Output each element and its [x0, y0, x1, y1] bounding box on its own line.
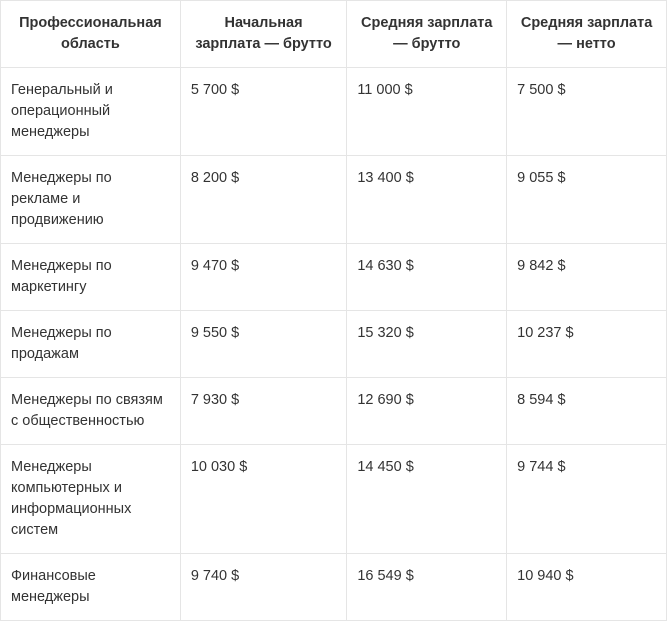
cell-start-gross: 8 200 $ [180, 156, 347, 244]
cell-avg-gross: 14 630 $ [347, 244, 507, 311]
table-row: Менеджеры по продажам 9 550 $ 15 320 $ 1… [1, 311, 667, 378]
table-header: Профессиональная область Начальная зарпл… [1, 1, 667, 68]
cell-avg-gross: 14 450 $ [347, 445, 507, 554]
cell-field: Генеральный и операционный менеджеры [1, 68, 181, 156]
cell-avg-gross: 15 320 $ [347, 311, 507, 378]
cell-field: Менеджеры компьютерных и информационных … [1, 445, 181, 554]
cell-avg-net: 9 055 $ [507, 156, 667, 244]
table-row: Менеджеры по связям с общественностью 7 … [1, 378, 667, 445]
cell-avg-gross: 12 690 $ [347, 378, 507, 445]
col-header-avg-gross: Средняя зарплата — брутто [347, 1, 507, 68]
cell-avg-gross: 16 549 $ [347, 554, 507, 621]
table-row: Генеральный и операционный менеджеры 5 7… [1, 68, 667, 156]
table-header-row: Профессиональная область Начальная зарпл… [1, 1, 667, 68]
table-row: Менеджеры компьютерных и информационных … [1, 445, 667, 554]
cell-field: Менеджеры по связям с общественностью [1, 378, 181, 445]
cell-avg-net: 7 500 $ [507, 68, 667, 156]
cell-start-gross: 10 030 $ [180, 445, 347, 554]
cell-avg-net: 10 237 $ [507, 311, 667, 378]
col-header-avg-net: Средняя зарплата — нетто [507, 1, 667, 68]
salary-table-container: Профессиональная область Начальная зарпл… [0, 0, 667, 621]
cell-avg-net: 9 842 $ [507, 244, 667, 311]
cell-avg-net: 9 744 $ [507, 445, 667, 554]
cell-start-gross: 5 700 $ [180, 68, 347, 156]
cell-field: Менеджеры по продажам [1, 311, 181, 378]
salary-table: Профессиональная область Начальная зарпл… [0, 0, 667, 621]
table-row: Менеджеры по маркетингу 9 470 $ 14 630 $… [1, 244, 667, 311]
cell-start-gross: 9 740 $ [180, 554, 347, 621]
cell-field: Менеджеры по рекламе и продвижению [1, 156, 181, 244]
cell-avg-net: 8 594 $ [507, 378, 667, 445]
col-header-field: Профессиональная область [1, 1, 181, 68]
cell-start-gross: 9 550 $ [180, 311, 347, 378]
col-header-start-gross: Начальная зарплата — брутто [180, 1, 347, 68]
cell-start-gross: 7 930 $ [180, 378, 347, 445]
cell-field: Менеджеры по маркетингу [1, 244, 181, 311]
cell-avg-net: 10 940 $ [507, 554, 667, 621]
table-row: Менеджеры по рекламе и продвижению 8 200… [1, 156, 667, 244]
table-body: Генеральный и операционный менеджеры 5 7… [1, 68, 667, 621]
cell-field: Финансовые менеджеры [1, 554, 181, 621]
cell-avg-gross: 13 400 $ [347, 156, 507, 244]
cell-start-gross: 9 470 $ [180, 244, 347, 311]
cell-avg-gross: 11 000 $ [347, 68, 507, 156]
table-row: Финансовые менеджеры 9 740 $ 16 549 $ 10… [1, 554, 667, 621]
